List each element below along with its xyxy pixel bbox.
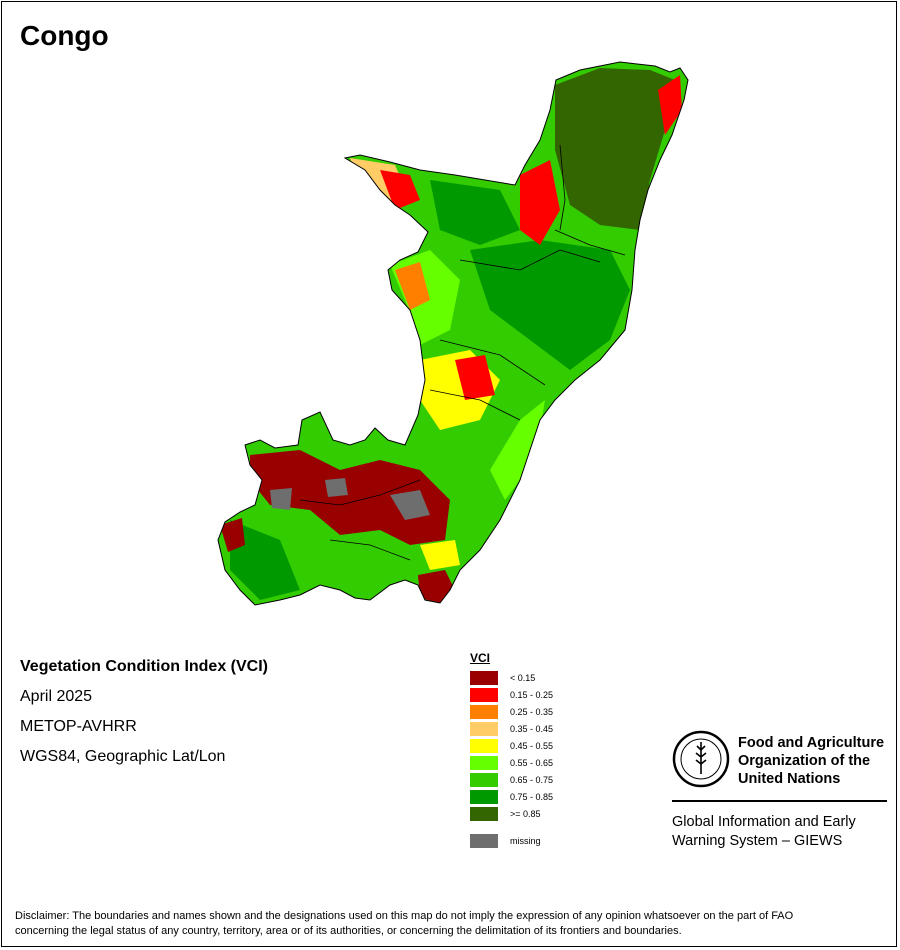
- legend-label: missing: [510, 835, 541, 846]
- logo-divider: [672, 800, 887, 802]
- legend-label: 0.55 - 0.65: [510, 757, 554, 768]
- vci-mid-southeast: [490, 400, 545, 500]
- projection: WGS84, Geographic Lat/Lon: [20, 748, 226, 765]
- legend-item: 0.25 - 0.35: [470, 703, 553, 720]
- giews-name: Global Information and Early Warning Sys…: [672, 813, 892, 851]
- fao-org-name: Food and Agriculture Organization of the…: [738, 734, 898, 788]
- legend-item: 0.65 - 0.75: [470, 771, 553, 788]
- legend-item: 0.35 - 0.45: [470, 720, 553, 737]
- vci-high-central: [470, 240, 630, 370]
- legend-title: VCI: [470, 651, 491, 665]
- vci-very-low-coast: [220, 518, 245, 552]
- legend-swatch: [470, 738, 498, 753]
- period: April 2025: [20, 688, 93, 705]
- legend-label: >= 0.85: [510, 808, 541, 819]
- legend-label: 0.25 - 0.35: [510, 706, 554, 717]
- org-line-1: Food and Agriculture: [738, 735, 885, 751]
- index-name: Vegetation Condition Index (VCI): [20, 658, 268, 675]
- sensor: METOP-AVHRR: [20, 718, 137, 735]
- vci-high-southwest: [230, 520, 300, 600]
- vci-orange-west: [395, 262, 430, 310]
- disclaimer: Disclaimer: The boundaries and names sho…: [15, 909, 890, 939]
- legend-swatch: [470, 806, 498, 821]
- legend-label: 0.75 - 0.85: [510, 791, 554, 802]
- legend-item: 0.55 - 0.65: [470, 754, 553, 771]
- legend-item: < 0.15: [470, 669, 553, 686]
- legend-swatch: [470, 789, 498, 804]
- legend: VCI < 0.15 0.15 - 0.25 0.25 - 0.35 0.35 …: [470, 651, 553, 849]
- legend-swatch: [470, 687, 498, 702]
- vci-low-northcentral: [520, 160, 560, 245]
- disclaimer-line-2: concerning the legal status of any count…: [15, 925, 682, 937]
- program-line-2: Warning System – GIEWS: [672, 833, 843, 849]
- org-line-3: United Nations: [738, 771, 841, 787]
- fao-emblem-icon: [672, 730, 730, 788]
- legend-label: 0.65 - 0.75: [510, 774, 554, 785]
- program-line-1: Global Information and Early: [672, 814, 856, 830]
- legend-swatch: [470, 772, 498, 787]
- vci-high-north: [555, 68, 675, 230]
- legend-item-missing: missing: [470, 832, 553, 849]
- legend-label: 0.45 - 0.55: [510, 740, 554, 751]
- vci-mid-south: [420, 540, 460, 570]
- vci-low-northwest: [380, 170, 420, 210]
- legend-label: < 0.15: [510, 672, 536, 683]
- vci-missing-pool: [390, 490, 430, 520]
- legend-swatch: [470, 704, 498, 719]
- map-title: Congo: [20, 20, 109, 51]
- vci-low-central: [455, 355, 495, 400]
- legend-item: 0.75 - 0.85: [470, 788, 553, 805]
- disclaimer-line-1: Disclaimer: The boundaries and names sho…: [15, 910, 794, 922]
- legend-item: 0.15 - 0.25: [470, 686, 553, 703]
- vci-raster: [218, 62, 688, 605]
- legend-swatch: [470, 670, 498, 685]
- vci-low-northeast: [658, 75, 682, 135]
- legend-item: 0.45 - 0.55: [470, 737, 553, 754]
- map-info: Vegetation Condition Index (VCI) April 2…: [20, 658, 268, 778]
- vci-high-northwest: [430, 180, 520, 245]
- vci-missing-southwest: [270, 488, 292, 510]
- legend-label: 0.15 - 0.25: [510, 689, 554, 700]
- org-line-2: Organization of the: [738, 753, 871, 769]
- legend-label: 0.35 - 0.45: [510, 723, 554, 734]
- legend-swatch: [470, 833, 498, 848]
- vci-missing-west: [325, 478, 348, 497]
- department-boundaries: [299, 144, 626, 561]
- vci-map: [217, 61, 689, 606]
- legend-swatch: [470, 721, 498, 736]
- legend-swatch: [470, 755, 498, 770]
- legend-item: >= 0.85: [470, 805, 553, 822]
